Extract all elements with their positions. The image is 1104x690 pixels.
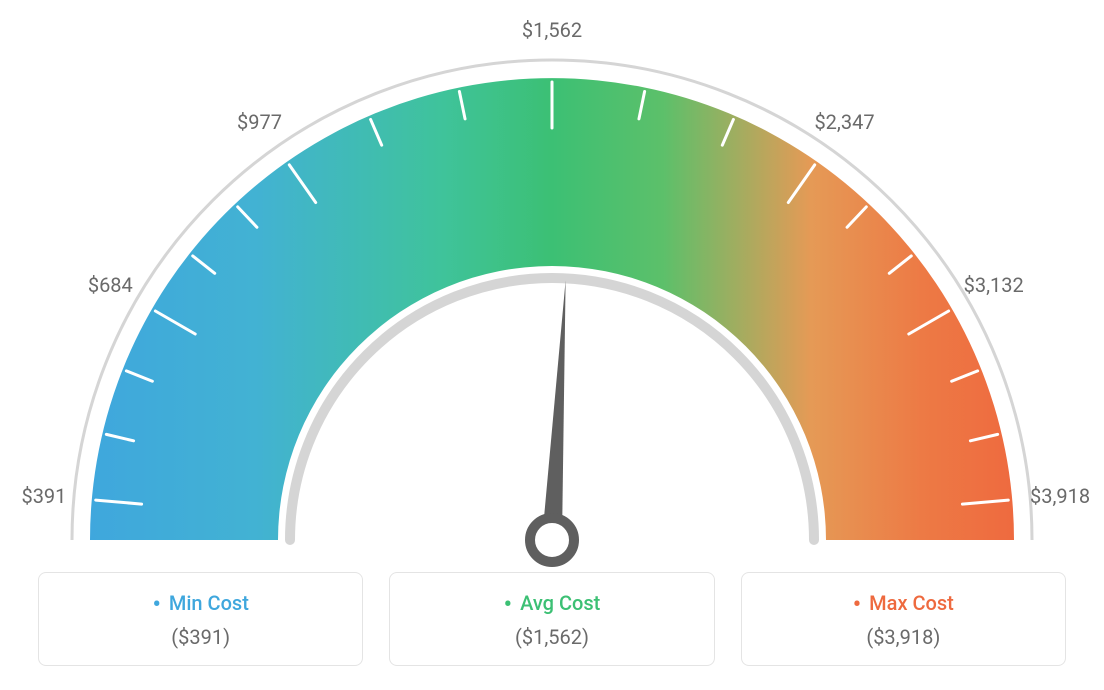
legend-value-min: ($391): [49, 625, 352, 649]
cost-gauge: $391$684$977$1,562$2,347$3,132$3,918: [22, 20, 1082, 580]
legend-card-avg: Avg Cost ($1,562): [389, 572, 714, 666]
legend-title-min: Min Cost: [49, 591, 352, 615]
gauge-tick-label: $977: [237, 110, 282, 134]
legend-title-avg: Avg Cost: [400, 591, 703, 615]
legend-value-avg: ($1,562): [400, 625, 703, 649]
legend-card-max: Max Cost ($3,918): [741, 572, 1066, 666]
gauge-tick-label: $1,562: [522, 18, 582, 42]
legend-value-max: ($3,918): [752, 625, 1055, 649]
gauge-tick-label: $3,132: [964, 273, 1024, 297]
legend-title-max: Max Cost: [752, 591, 1055, 615]
gauge-tick-label: $3,918: [1030, 484, 1090, 508]
gauge-tick-label: $684: [88, 273, 133, 297]
gauge-tick-label: $391: [21, 484, 66, 508]
gauge-svg: [22, 20, 1082, 580]
legend-row: Min Cost ($391) Avg Cost ($1,562) Max Co…: [38, 572, 1066, 666]
legend-card-min: Min Cost ($391): [38, 572, 363, 666]
gauge-tick-label: $2,347: [814, 110, 874, 134]
